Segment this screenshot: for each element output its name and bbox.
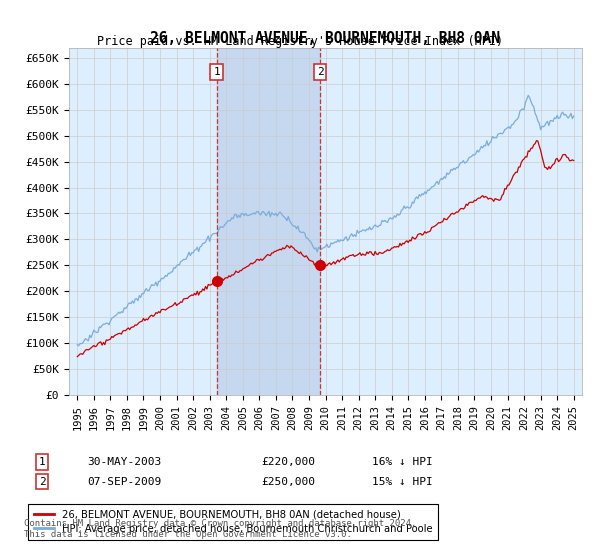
Legend: 26, BELMONT AVENUE, BOURNEMOUTH, BH8 0AN (detached house), HPI: Average price, d: 26, BELMONT AVENUE, BOURNEMOUTH, BH8 0AN…: [28, 504, 439, 540]
Text: 15% ↓ HPI: 15% ↓ HPI: [372, 477, 433, 487]
Text: 16% ↓ HPI: 16% ↓ HPI: [372, 457, 433, 467]
Text: Price paid vs. HM Land Registry's House Price Index (HPI): Price paid vs. HM Land Registry's House …: [97, 35, 503, 48]
Bar: [217, 48, 320, 395]
Title: 26, BELMONT AVENUE, BOURNEMOUTH, BH8 0AN: 26, BELMONT AVENUE, BOURNEMOUTH, BH8 0AN: [151, 31, 500, 46]
Text: £250,000: £250,000: [261, 477, 315, 487]
Text: 30-MAY-2003: 30-MAY-2003: [87, 457, 161, 467]
Text: 2: 2: [38, 477, 46, 487]
Text: £220,000: £220,000: [261, 457, 315, 467]
Text: 1: 1: [213, 67, 220, 77]
Text: 1: 1: [38, 457, 46, 467]
Text: Contains HM Land Registry data © Crown copyright and database right 2024.
This d: Contains HM Land Registry data © Crown c…: [24, 520, 416, 539]
Text: 2: 2: [317, 67, 323, 77]
Text: 07-SEP-2009: 07-SEP-2009: [87, 477, 161, 487]
